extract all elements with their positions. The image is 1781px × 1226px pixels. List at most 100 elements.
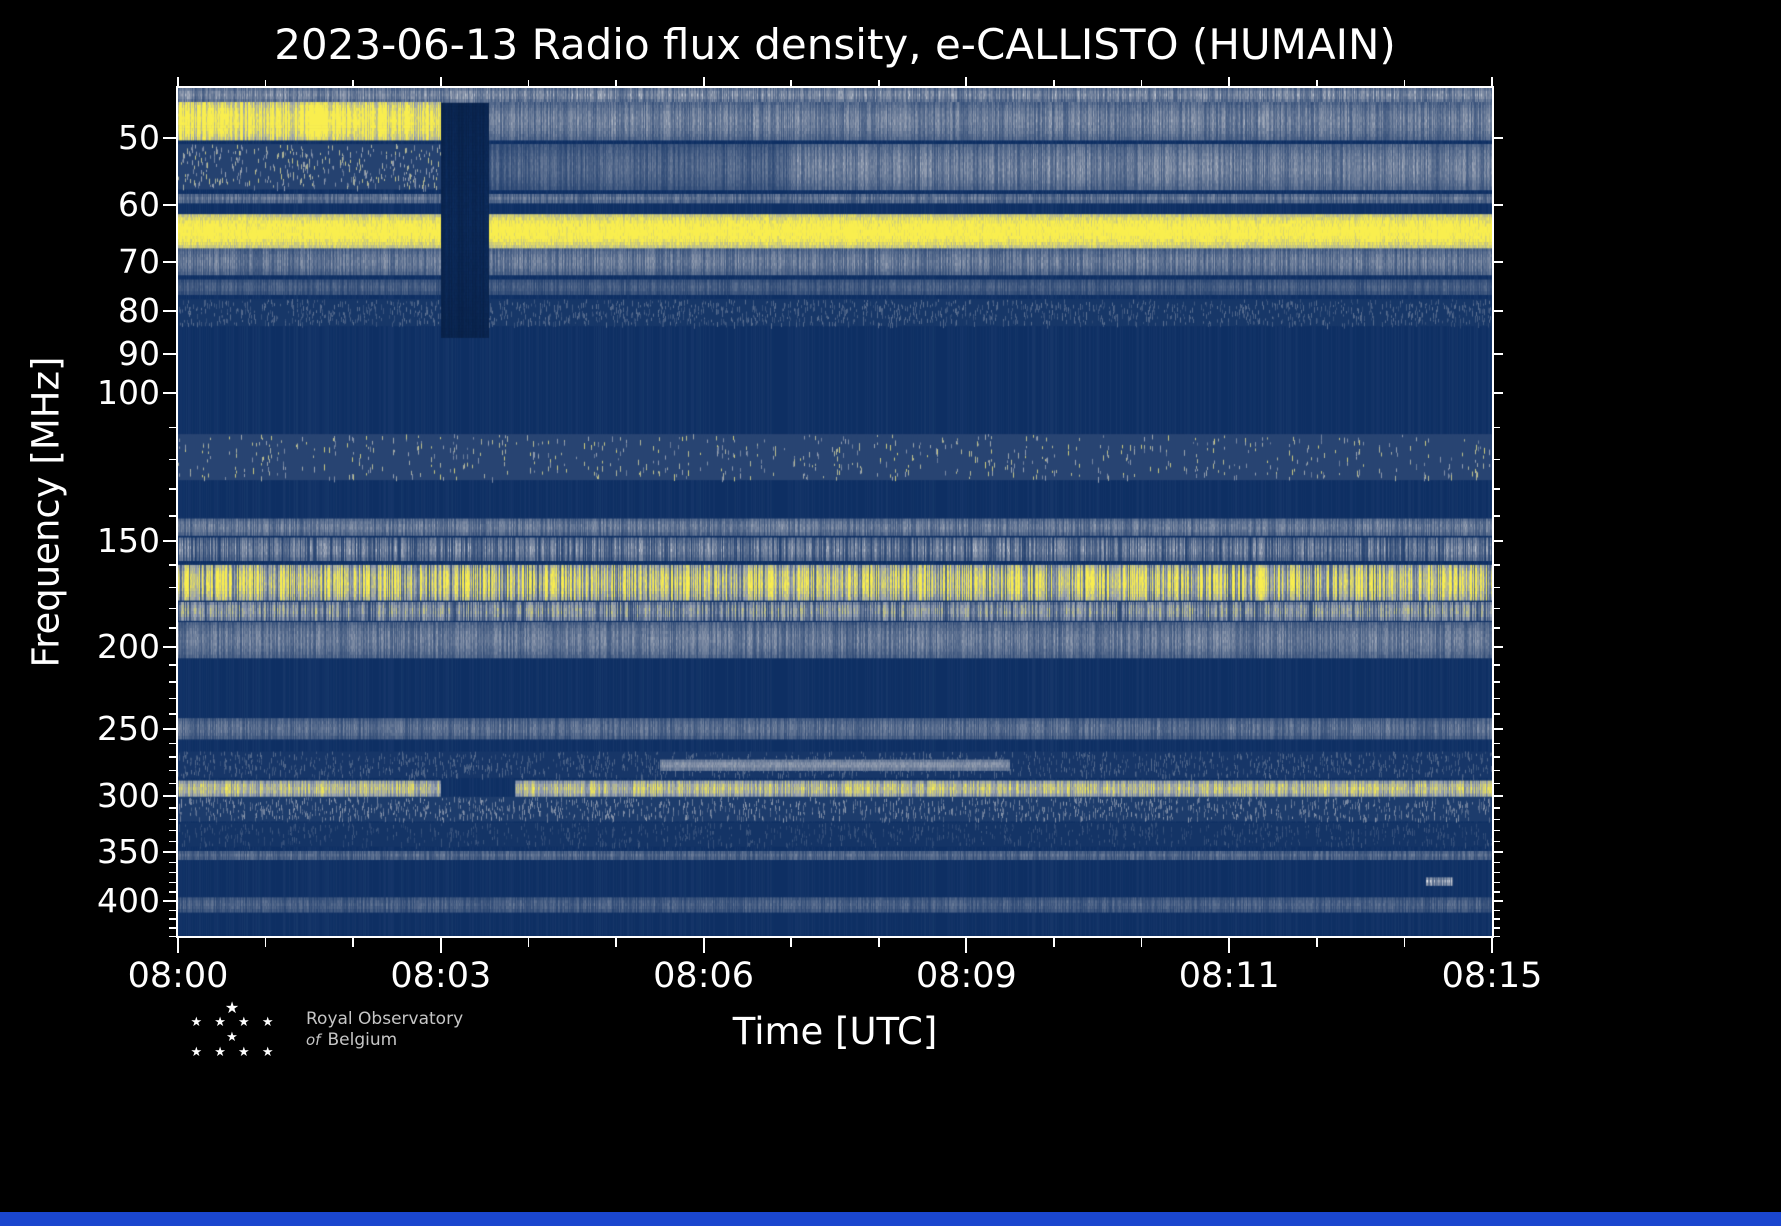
axis-tick — [1491, 938, 1493, 953]
x-tick-label: 08:06 — [653, 956, 755, 996]
axis-tick — [169, 769, 178, 772]
axis-tick — [163, 309, 178, 312]
axis-tick — [163, 204, 178, 207]
axis-tick — [1494, 697, 1500, 700]
axis-tick — [1494, 782, 1500, 785]
y-tick-label: 400 — [97, 881, 160, 921]
axis-tick — [169, 818, 178, 821]
axis-tick — [169, 829, 178, 832]
x-tick-label: 08:11 — [1178, 956, 1280, 996]
axis-tick — [965, 77, 968, 86]
axis-tick — [1494, 309, 1503, 312]
y-tick-label: 300 — [97, 775, 160, 815]
axis-tick — [264, 80, 267, 86]
rob-logo-star-row: ★ ★ ★ ★ — [190, 1045, 278, 1060]
axis-tick — [439, 77, 442, 86]
spectrogram-canvas — [178, 88, 1492, 936]
plot-area — [176, 86, 1494, 938]
axis-tick — [1316, 80, 1318, 86]
axis-tick — [615, 80, 617, 86]
axis-tick — [169, 664, 178, 666]
axis-tick — [169, 935, 178, 937]
axis-tick — [439, 938, 442, 953]
axis-tick — [169, 871, 178, 874]
y-tick-label: 100 — [97, 372, 160, 412]
axis-tick — [702, 938, 705, 953]
axis-tick — [169, 681, 178, 683]
axis-tick — [1494, 829, 1500, 832]
axis-tick — [1228, 938, 1231, 953]
y-tick-label: 70 — [118, 241, 160, 281]
axis-tick — [1494, 909, 1500, 912]
axis-tick — [264, 938, 267, 947]
axis-tick — [1494, 769, 1500, 772]
axis-tick — [169, 881, 178, 884]
axis-tick — [169, 909, 178, 912]
axis-tick — [1494, 137, 1503, 140]
axis-tick — [163, 352, 178, 355]
axis-tick — [1494, 861, 1500, 864]
rob-logo: ★ ★ ★ ★ ★ ★ ★ ★ ★ ★ Royal Observatory of… — [182, 998, 463, 1061]
rob-logo-star-row: ★ ★ ★ ★ ★ — [190, 1015, 278, 1045]
axis-tick — [177, 938, 179, 953]
axis-tick — [1494, 881, 1500, 884]
axis-tick — [1140, 938, 1143, 947]
axis-tick — [163, 851, 178, 854]
axis-tick — [1494, 488, 1500, 490]
axis-tick — [163, 260, 178, 263]
axis-tick — [1494, 891, 1500, 893]
axis-tick — [965, 938, 968, 953]
axis-tick — [169, 742, 178, 744]
axis-tick — [1494, 664, 1500, 666]
axis-tick — [1316, 938, 1318, 947]
axis-tick — [1228, 77, 1231, 86]
axis-tick — [615, 938, 617, 947]
axis-tick — [878, 80, 880, 86]
axis-tick — [1494, 742, 1500, 744]
rob-logo-text-country: Belgium — [327, 1030, 398, 1050]
axis-tick — [169, 515, 178, 517]
y-tick-label: 150 — [97, 521, 160, 561]
axis-tick — [1494, 713, 1500, 715]
y-tick-label: 60 — [118, 185, 160, 225]
axis-tick — [169, 782, 178, 785]
axis-tick — [352, 80, 354, 86]
rob-logo-star-row: ★ — [224, 998, 244, 1017]
axis-tick — [527, 938, 530, 947]
axis-tick — [1494, 204, 1503, 207]
axis-tick — [163, 794, 178, 797]
axis-tick — [1053, 938, 1055, 947]
axis-tick — [1494, 627, 1500, 629]
axis-tick — [163, 391, 178, 394]
axis-tick — [1494, 807, 1500, 809]
x-tick-label: 08:03 — [390, 956, 492, 996]
y-tick-label: 50 — [118, 118, 160, 158]
axis-tick — [1494, 871, 1500, 874]
axis-tick — [1494, 352, 1503, 355]
axis-tick — [1494, 840, 1500, 843]
y-tick-label: 350 — [97, 832, 160, 872]
axis-tick — [1494, 935, 1500, 937]
axis-tick — [169, 713, 178, 715]
axis-tick — [1494, 818, 1500, 821]
axis-tick — [1494, 645, 1503, 648]
axis-tick — [169, 458, 178, 461]
rob-logo-text-of: of — [306, 1031, 321, 1049]
axis-tick — [169, 697, 178, 700]
axis-tick — [1494, 794, 1503, 797]
axis-tick — [169, 861, 178, 864]
axis-tick — [1494, 391, 1503, 394]
axis-tick — [169, 627, 178, 629]
y-tick-label: 200 — [97, 626, 160, 666]
axis-tick — [169, 607, 178, 610]
rob-logo-text-line2: of Belgium — [306, 1030, 463, 1051]
axis-tick — [1403, 80, 1406, 86]
axis-tick — [169, 426, 178, 429]
axis-tick — [169, 488, 178, 490]
y-tick-label: 80 — [118, 290, 160, 330]
axis-tick — [1494, 540, 1503, 543]
axis-tick — [1491, 77, 1493, 86]
axis-tick — [169, 807, 178, 809]
axis-tick — [1494, 458, 1500, 461]
axis-tick — [1494, 927, 1500, 929]
